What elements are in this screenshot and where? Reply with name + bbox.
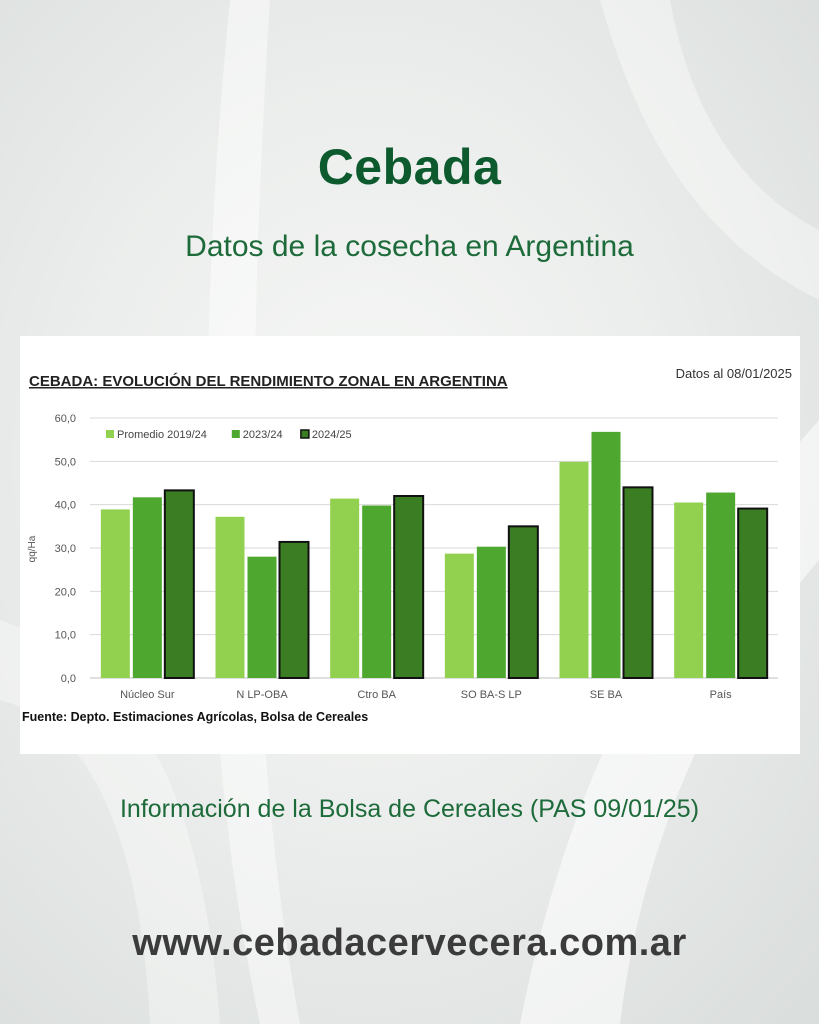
y-tick-label: 60,0 bbox=[55, 413, 76, 425]
yield-bar-chart: CEBADA: EVOLUCIÓN DEL RENDIMIENTO ZONAL … bbox=[22, 366, 792, 724]
bar-1-1 bbox=[100, 509, 130, 678]
bar-2-2 bbox=[247, 556, 277, 678]
bar-1-6 bbox=[674, 502, 704, 678]
bar-2-4 bbox=[476, 546, 506, 678]
legend-swatch bbox=[106, 430, 114, 438]
source-info-text: Información de la Bolsa de Cereales (PAS… bbox=[119, 795, 700, 823]
x-tick-label: País bbox=[710, 689, 733, 701]
legend: Promedio 2019/24 2023/24 2024/25 bbox=[106, 429, 352, 441]
page-title: Cebada bbox=[317, 139, 502, 195]
bar-1-3 bbox=[330, 498, 360, 678]
bar-3-5 bbox=[622, 486, 654, 679]
x-tick-label: N LP-OBA bbox=[236, 689, 288, 701]
bar-2-1 bbox=[132, 497, 162, 678]
y-tick-label: 10,0 bbox=[55, 630, 76, 642]
bar-3-2 bbox=[278, 540, 310, 679]
legend-label: 2023/24 bbox=[243, 429, 283, 441]
x-tick-label: Núcleo Sur bbox=[120, 689, 175, 701]
chart-card: CEBADA: EVOLUCIÓN DEL RENDIMIENTO ZONAL … bbox=[20, 336, 800, 754]
legend-label: Promedio 2019/24 bbox=[117, 429, 207, 441]
y-tick-label: 0,0 bbox=[61, 673, 76, 685]
y-tick-label: 20,0 bbox=[55, 586, 76, 598]
bar-2-5 bbox=[591, 431, 621, 678]
page-subtitle: Datos de la cosecha en Argentina bbox=[185, 230, 634, 263]
legend-swatch bbox=[300, 429, 310, 439]
bar-3-6 bbox=[737, 507, 769, 679]
bars bbox=[100, 431, 769, 679]
bar-2-3 bbox=[362, 505, 392, 678]
legend-label: 2024/25 bbox=[312, 429, 352, 441]
axis-ticks: 0,0 10,0 20,0 30,0 40,0 50,0 60,0 Núcleo Sur N L… bbox=[55, 413, 733, 701]
y-tick-label: 50,0 bbox=[55, 456, 76, 468]
y-tick-label: 40,0 bbox=[55, 500, 76, 512]
x-tick-label: Ctro BA bbox=[357, 689, 396, 701]
bar-1-2 bbox=[215, 516, 245, 678]
legend-swatch bbox=[231, 430, 240, 438]
y-axis-label: qq/Ha bbox=[27, 535, 38, 562]
bar-1-4 bbox=[444, 553, 474, 678]
chart-date-note: Datos al 08/01/2025 bbox=[676, 366, 792, 381]
x-tick-label: SO BA-S LP bbox=[461, 689, 522, 701]
bar-1-5 bbox=[559, 461, 589, 678]
x-tick-label: SE BA bbox=[590, 689, 623, 701]
chart-source-note: Fuente: Depto. Estimaciones Agrícolas, B… bbox=[22, 710, 368, 724]
chart-title: CEBADA: EVOLUCIÓN DEL RENDIMIENTO ZONAL … bbox=[29, 372, 508, 390]
bar-2-6 bbox=[706, 492, 736, 678]
website-link[interactable]: www.cebadacervecera.com.ar bbox=[132, 922, 687, 964]
bar-3-3 bbox=[393, 495, 425, 679]
y-tick-label: 30,0 bbox=[55, 543, 76, 555]
gridlines bbox=[90, 417, 778, 679]
bar-3-4 bbox=[507, 525, 539, 679]
bar-3-1 bbox=[163, 489, 195, 679]
